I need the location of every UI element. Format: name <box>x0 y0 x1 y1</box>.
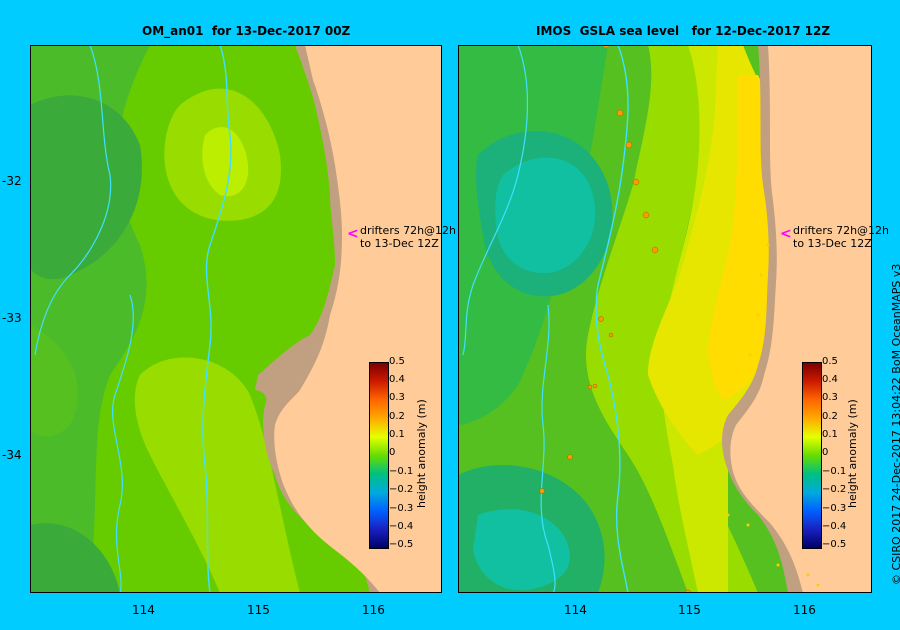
colorbar-left <box>369 362 389 549</box>
lon-tick: 114 <box>564 603 587 617</box>
colorbar-tick: −0.2 <box>389 484 414 495</box>
colorbar-tick: 0.2 <box>822 411 838 422</box>
colorbar-tick: −0.5 <box>389 539 414 550</box>
colorbar-tick: 0.3 <box>389 392 405 403</box>
colorbar-tick: 0.4 <box>389 374 405 385</box>
colorbar-tick: −0.4 <box>822 521 847 532</box>
drifter-label-left-1: drifters 72h@12h <box>360 224 457 237</box>
lon-tick: 115 <box>247 603 270 617</box>
sea-level-map-right <box>458 45 872 593</box>
colorbar-tick: 0.2 <box>389 411 405 422</box>
panel-title-left: OM_an01 for 13-Dec-2017 00Z <box>142 24 351 38</box>
map-panel-left <box>30 45 442 593</box>
colorbar-tick: −0.4 <box>389 521 414 532</box>
colorbar-tick: 0.5 <box>389 356 405 367</box>
lat-tick: -34 <box>2 448 22 462</box>
drifter-label-left-2: to 13-Dec 12Z <box>360 237 439 250</box>
panel-title-right: IMOS GSLA sea level for 12-Dec-2017 12Z <box>536 24 831 38</box>
colorbar-tick: 0 <box>389 447 396 458</box>
colorbar-title-left: height anomaly (m) <box>415 399 428 508</box>
lon-tick: 114 <box>132 603 155 617</box>
colorbar-tick: 0 <box>822 447 829 458</box>
lon-tick: 115 <box>678 603 701 617</box>
colorbar-title-right: height anomaly (m) <box>846 399 859 508</box>
sea-level-map-left <box>30 45 442 593</box>
map-panel-right <box>458 45 872 593</box>
drifter-arrow-right: < <box>780 226 792 242</box>
colorbar-tick: −0.1 <box>822 466 847 477</box>
colorbar-tick: −0.2 <box>822 484 847 495</box>
colorbar-tick: 0.3 <box>822 392 838 403</box>
drifter-label-right-2: to 13-Dec 12Z <box>793 237 872 250</box>
colorbar-tick: 0.1 <box>822 429 838 440</box>
colorbar-tick: −0.3 <box>822 503 847 514</box>
credit-text: © CSIRO 2017 24-Dec-2017 13:04:22 BoM Oc… <box>890 263 900 585</box>
colorbar-tick: 0.5 <box>822 356 838 367</box>
colorbar-tick: 0.4 <box>822 374 838 385</box>
lon-tick: 116 <box>362 603 385 617</box>
colorbar-tick: −0.3 <box>389 503 414 514</box>
colorbar-tick: 0.1 <box>389 429 405 440</box>
colorbar-tick: −0.5 <box>822 539 847 550</box>
colorbar-tick: −0.1 <box>389 466 414 477</box>
drifter-label-right-1: drifters 72h@12h <box>793 224 890 237</box>
lat-tick: -32 <box>2 174 22 188</box>
colorbar-right <box>802 362 822 549</box>
drifter-arrow-left: < <box>347 226 359 242</box>
lon-tick: 116 <box>793 603 816 617</box>
lat-tick: -33 <box>2 311 22 325</box>
